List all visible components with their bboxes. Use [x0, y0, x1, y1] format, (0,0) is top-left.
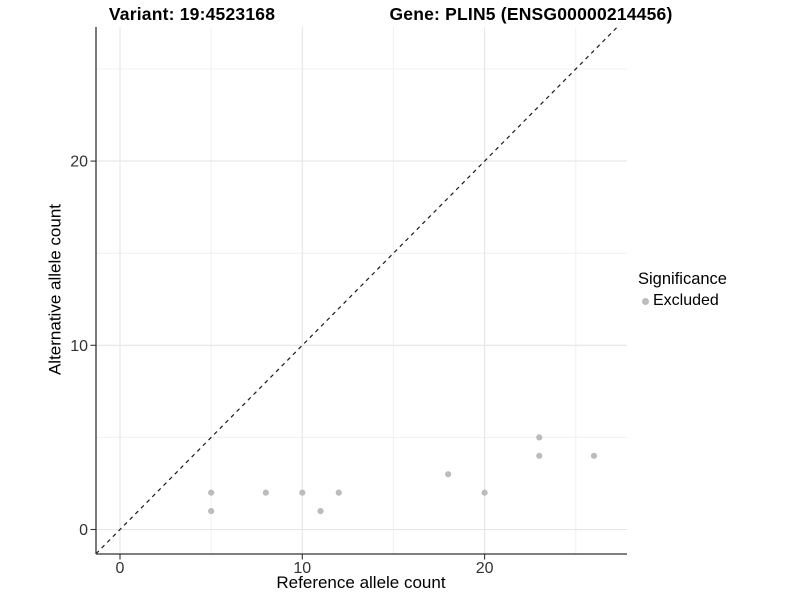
y-tick-label: 0: [79, 522, 88, 539]
data-point: [335, 489, 342, 496]
y-tick-label: 10: [70, 338, 88, 355]
legend-item-label: Excluded: [653, 292, 719, 309]
data-point: [317, 507, 324, 515]
data-point: [445, 471, 452, 478]
data-point: [208, 489, 215, 496]
legend-item-excluded: Excluded: [636, 292, 796, 310]
data-point: [536, 434, 543, 441]
x-axis-title: Reference allele count: [276, 573, 446, 592]
legend-title: Significance: [638, 270, 727, 288]
data-point: [208, 507, 215, 515]
legend: Significance Excluded: [636, 270, 796, 310]
x-tick-label: 0: [116, 560, 125, 577]
data-point: [262, 489, 269, 496]
x-tick-label: 20: [476, 560, 494, 577]
x-tick-label: 10: [293, 560, 311, 577]
data-point: [481, 489, 488, 496]
data-point: [590, 452, 598, 459]
identity-line: [95, 26, 618, 555]
legend-key-dot: [642, 298, 649, 305]
y-tick-label: 20: [70, 154, 88, 171]
plot-title-variant: Variant: 19:4523168: [108, 4, 276, 24]
plot-title-gene: Gene: PLIN5 (ENSG00000214456): [389, 4, 673, 24]
data-point: [299, 489, 306, 496]
y-axis-title: Alternative allele count: [45, 203, 65, 376]
data-point: [536, 452, 543, 459]
